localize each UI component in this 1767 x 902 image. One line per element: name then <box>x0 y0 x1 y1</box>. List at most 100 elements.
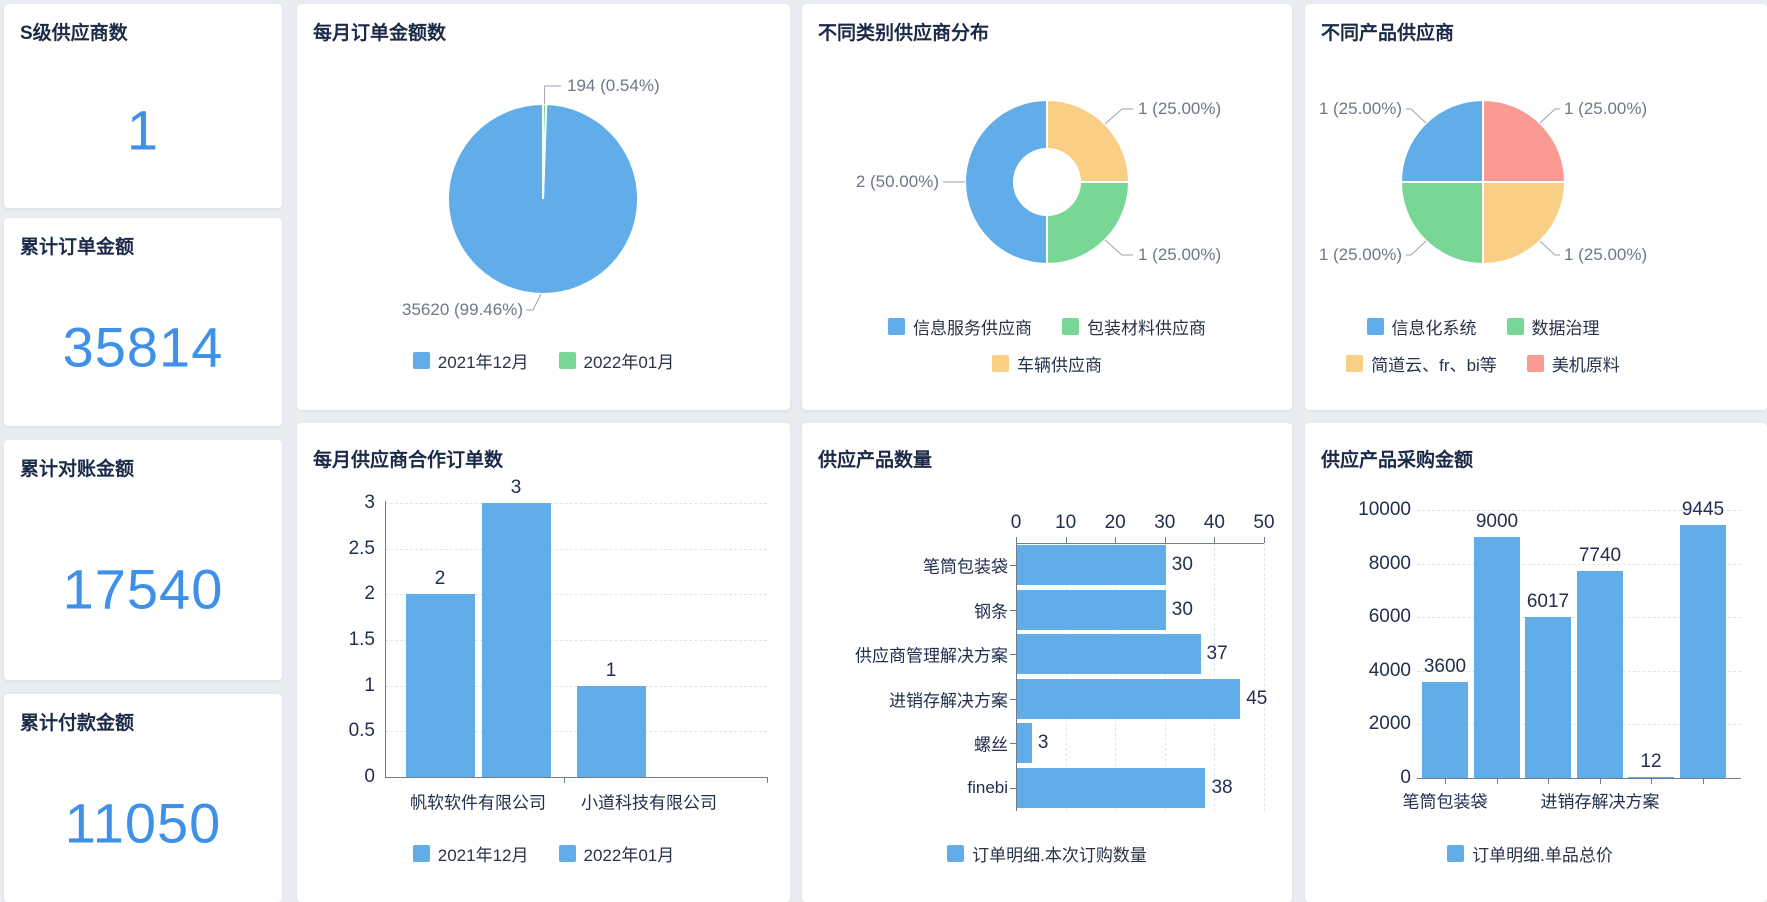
bar[interactable] <box>1628 777 1674 778</box>
legend-item[interactable]: 2021年12月 <box>412 348 529 373</box>
bar[interactable] <box>1017 678 1241 719</box>
legend-label: 包装材料供应商 <box>1087 319 1206 338</box>
bar[interactable] <box>1017 634 1201 675</box>
legend-row: 订单明细.本次订购数量 <box>947 841 1147 866</box>
legend-item[interactable]: 简道云、fr、bi等 <box>1346 351 1497 376</box>
legend-swatch-icon <box>1346 355 1364 372</box>
label-leader-line <box>544 85 561 104</box>
legend-swatch-icon <box>412 352 430 369</box>
kpi-value: 35814 <box>62 315 224 379</box>
label-leader-line <box>1539 108 1560 124</box>
chart-title: 不同产品供应商 <box>1321 23 1455 44</box>
legend-item[interactable]: 美机原料 <box>1526 351 1620 376</box>
legend-item[interactable]: 数据治理 <box>1506 314 1600 339</box>
chart-title: 每月供应商合作订单数 <box>313 450 504 471</box>
legend-swatch-icon <box>992 355 1009 372</box>
legend: 订单明细.本次订购数量 <box>802 841 1292 866</box>
chart-card-supplier-category-distribution: 不同类别供应商分布 1 (25.00%) 1 (25.00%) 2 (50.00%)… <box>802 4 1292 410</box>
x-axis-tick <box>1214 537 1216 543</box>
pie-data-label: 1 (25.00%) <box>1318 99 1402 118</box>
kpi-card-s-level-suppliers: S级供应商数 1 <box>4 4 282 208</box>
y-axis-tick-label: 8000 <box>1368 552 1411 574</box>
bar[interactable] <box>1577 570 1623 778</box>
pie-slice[interactable] <box>964 98 1048 266</box>
bar[interactable] <box>1680 524 1726 778</box>
y-axis-tick-label: 3 <box>364 492 375 513</box>
legend: 2021年12月 2022年01月 <box>297 348 790 373</box>
bar-value-label: 45 <box>1246 687 1268 709</box>
legend-item[interactable]: 2022年01月 <box>558 841 674 866</box>
pie-slice[interactable] <box>542 102 548 200</box>
legend-item[interactable]: 信息服务供应商 <box>888 314 1032 339</box>
bar[interactable] <box>1017 545 1166 585</box>
legend-item[interactable]: 包装材料供应商 <box>1062 314 1206 339</box>
legend: 信息化系统 数据治理简道云、fr、bi等 美机原料 <box>1305 314 1661 376</box>
legend-label: 数据治理 <box>1531 319 1600 338</box>
pie-slice[interactable] <box>1399 98 1484 183</box>
gridline <box>1115 543 1117 811</box>
legend-item[interactable]: 订单明细.单品总价 <box>1447 841 1613 866</box>
legend-swatch-icon <box>1366 318 1384 335</box>
legend-swatch-icon <box>947 845 965 862</box>
legend-item[interactable]: 订单明细.本次订购数量 <box>947 841 1147 866</box>
chart-title: 供应产品数量 <box>818 450 933 471</box>
pie-slice[interactable] <box>1399 181 1484 266</box>
legend-label: 2022年01月 <box>583 353 675 372</box>
bar-value-label: 3600 <box>1423 655 1467 677</box>
pie-chart <box>447 85 639 311</box>
y-axis-tick <box>1010 565 1016 566</box>
y-axis-tick-label: 0 <box>1400 767 1411 788</box>
legend-item[interactable]: 2022年01月 <box>558 348 675 373</box>
bar[interactable] <box>1525 616 1571 778</box>
kpi-card-total-payment-amount: 累计付款金额 11050 <box>4 694 282 902</box>
y-axis-category-label: 螺丝 <box>974 735 1008 755</box>
legend-swatch-icon <box>1447 845 1465 862</box>
bar-value-label: 9000 <box>1475 510 1519 532</box>
gridline <box>1214 543 1216 811</box>
bar-value-label: 2 <box>434 568 446 590</box>
label-leader-line <box>1539 240 1560 256</box>
y-axis-tick <box>1010 788 1016 789</box>
legend-item[interactable]: 车辆供应商 <box>992 351 1102 376</box>
kpi-card-total-reconciliation-amount: 累计对账金额 17540 <box>4 440 282 680</box>
bar[interactable] <box>1017 768 1206 808</box>
x-axis-category-label: 帆软软件有限公司 <box>410 793 546 813</box>
y-axis-tick-label: 6000 <box>1368 606 1411 628</box>
x-axis-tick <box>1548 778 1549 784</box>
y-axis-tick-label: 1.5 <box>348 629 375 650</box>
y-axis-category-label: 进销存解决方案 <box>889 691 1008 711</box>
bar[interactable] <box>481 503 551 777</box>
bar[interactable] <box>1017 723 1032 764</box>
label-leader-line <box>1104 108 1133 125</box>
pie-slice[interactable] <box>1482 181 1567 266</box>
pie-data-label: 2 (50.00%) <box>855 172 939 191</box>
legend-label: 信息服务供应商 <box>913 319 1032 338</box>
legend-label: 简道云、fr、bi等 <box>1371 356 1497 375</box>
legend-row: 订单明细.单品总价 <box>1447 841 1613 866</box>
y-axis-category-label: 笔筒包装袋 <box>923 557 1008 577</box>
pie-slice[interactable] <box>1482 98 1567 183</box>
x-axis-tick <box>1264 537 1265 543</box>
legend-label: 美机原料 <box>1551 356 1620 375</box>
bar-value-label: 30 <box>1171 598 1193 620</box>
bar[interactable] <box>576 685 646 777</box>
bar-value-label: 30 <box>1171 554 1193 575</box>
y-axis-tick-label: 2000 <box>1368 713 1411 735</box>
gridline <box>385 503 767 504</box>
bar[interactable] <box>405 594 475 777</box>
legend-item[interactable]: 2021年12月 <box>412 841 529 866</box>
legend-row: 2021年12月 2022年01月 <box>412 841 674 866</box>
bar[interactable] <box>1422 681 1468 778</box>
x-axis-category-label: 进销存解决方案 <box>1540 792 1660 812</box>
kpi-title: 累计对账金额 <box>20 459 135 480</box>
y-axis-tick-label: 2 <box>364 583 375 605</box>
bar[interactable] <box>1017 589 1166 630</box>
y-axis-line <box>1016 543 1017 811</box>
legend-label: 2021年12月 <box>437 846 529 865</box>
pie-data-label: 35620 (99.46%) <box>402 300 523 319</box>
legend-swatch-icon <box>1526 355 1544 372</box>
x-axis-tick <box>563 777 565 783</box>
bar[interactable] <box>1474 536 1520 778</box>
legend-item[interactable]: 信息化系统 <box>1366 314 1477 339</box>
kpi-title: S级供应商数 <box>20 23 128 44</box>
